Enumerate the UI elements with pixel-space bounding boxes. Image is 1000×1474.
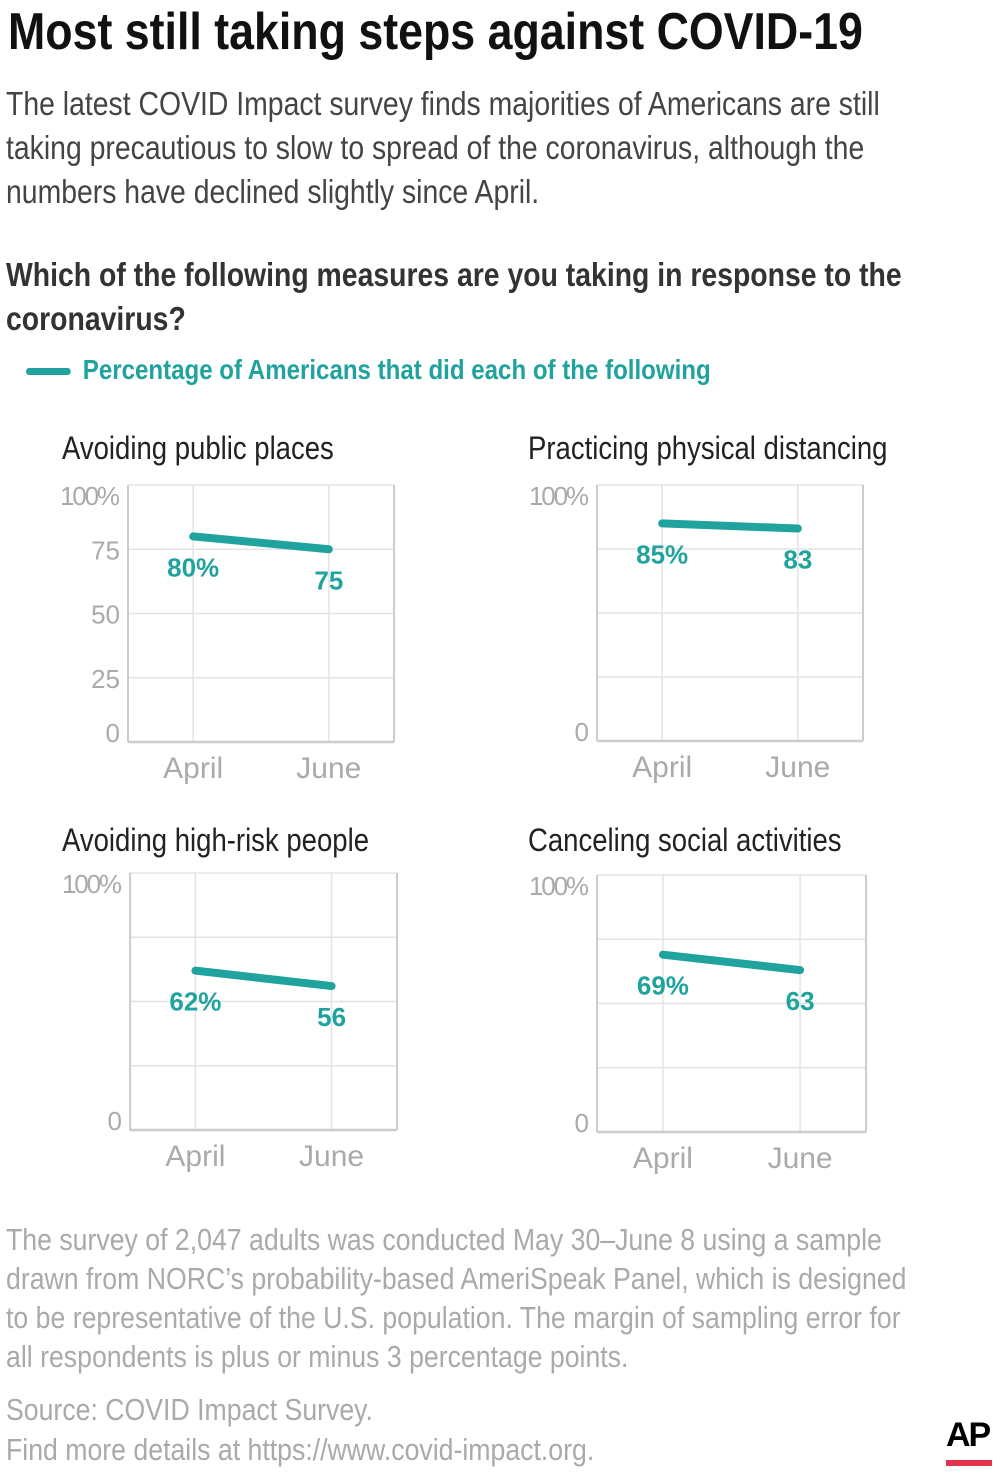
y-tick-label: 25 xyxy=(91,664,120,694)
footnote-line: drawn from NORC’s probability-based Amer… xyxy=(6,1261,907,1296)
ap-logo-text: AP xyxy=(946,1416,991,1454)
y-tick-label: 0 xyxy=(108,1106,122,1136)
data-label: 69% xyxy=(637,971,689,1001)
y-tick-label: 75 xyxy=(91,535,120,565)
footnote-line: to be representative of the U.S. populat… xyxy=(6,1300,901,1335)
y-tick-label: 0 xyxy=(575,1108,589,1138)
data-label: 80% xyxy=(167,552,219,582)
series-line xyxy=(191,966,336,991)
y-tick-label: 100% xyxy=(529,871,589,901)
x-tick-label: April xyxy=(633,1142,693,1175)
data-label: 62% xyxy=(169,987,221,1017)
legend: Percentage of Americans that did each of… xyxy=(26,354,711,386)
x-tick-label: April xyxy=(632,751,692,784)
x-tick-label: June xyxy=(296,752,361,785)
x-tick-label: April xyxy=(163,752,223,785)
page-title: Most still taking steps against COVID-19 xyxy=(8,3,863,61)
legend-label: Percentage of Americans that did each of… xyxy=(82,354,711,385)
y-tick-label: 0 xyxy=(575,717,589,747)
details-link[interactable]: Find more details at https://www.covid-i… xyxy=(6,1432,595,1467)
data-label: 63 xyxy=(786,986,815,1016)
y-tick-label: 50 xyxy=(91,600,120,630)
y-tick-label: 0 xyxy=(106,718,120,748)
ap-logo: AP xyxy=(946,1418,994,1466)
subtitle-line: numbers have declined slightly since Apr… xyxy=(6,173,540,210)
source-line: Source: COVID Impact Survey. xyxy=(6,1392,373,1427)
y-tick-label: 100% xyxy=(60,481,120,511)
data-label: 75 xyxy=(314,565,343,595)
subtitle-line: taking precautious to slow to spread of … xyxy=(6,129,865,166)
question-line: coronavirus? xyxy=(6,300,186,337)
data-label: 85% xyxy=(636,539,688,569)
subtitle: The latest COVID Impact survey finds maj… xyxy=(6,82,880,214)
y-tick-label: 100% xyxy=(62,869,122,899)
chart-title: Avoiding high-risk people xyxy=(62,822,369,858)
x-tick-label: June xyxy=(765,751,830,784)
y-tick-label: 100% xyxy=(529,481,589,511)
subtitle-line: The latest COVID Impact survey finds maj… xyxy=(6,85,880,122)
x-tick-label: June xyxy=(299,1140,364,1173)
survey-question: Which of the following measures are you … xyxy=(6,253,902,341)
series-line xyxy=(658,519,802,533)
data-label: 83 xyxy=(783,545,812,575)
series-line xyxy=(658,950,805,975)
data-label: 56 xyxy=(317,1002,346,1032)
x-tick-label: June xyxy=(768,1142,833,1175)
legend-line-swatch xyxy=(26,368,71,376)
series-line xyxy=(189,532,333,554)
footnote-line: all respondents is plus or minus 3 perce… xyxy=(6,1339,629,1374)
source: Source: COVID Impact Survey. Find more d… xyxy=(6,1390,594,1470)
footnote-line: The survey of 2,047 adults was conducted… xyxy=(6,1222,882,1257)
chart-title: Avoiding public places xyxy=(62,430,334,466)
question-line: Which of the following measures are you … xyxy=(6,256,902,293)
chart-title: Canceling social activities xyxy=(528,822,842,858)
chart-title: Practicing physical distancing xyxy=(528,430,888,466)
footnote: The survey of 2,047 adults was conducted… xyxy=(6,1220,906,1376)
x-tick-label: April xyxy=(165,1140,225,1173)
ap-logo-bar xyxy=(946,1460,992,1466)
